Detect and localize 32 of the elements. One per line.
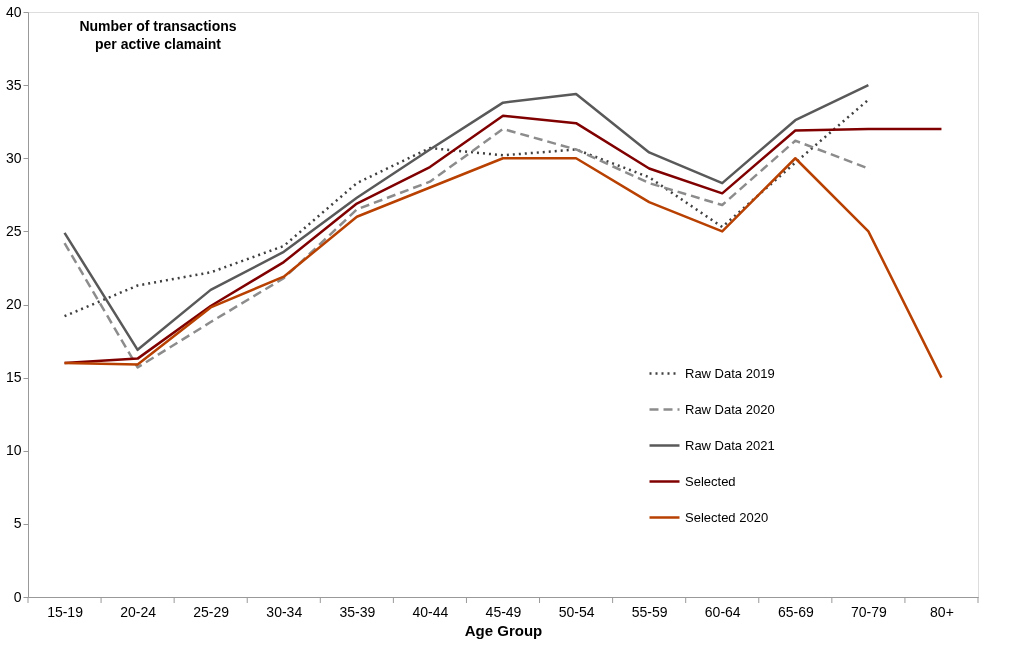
y-axis-title: Number of transactions per active clamaint xyxy=(79,18,237,52)
x-tick-label: 25-29 xyxy=(193,603,230,620)
x-tick-label: 30-34 xyxy=(266,603,303,620)
x-tick-label: 40-44 xyxy=(412,603,449,620)
y-tick-label: 10 xyxy=(5,442,22,459)
x-tick-label: 20-24 xyxy=(120,603,157,620)
x-tick-label: 60-64 xyxy=(704,603,741,620)
line-series xyxy=(63,98,870,318)
y-tick-label: 25 xyxy=(5,222,22,239)
y-tick-label: 30 xyxy=(5,149,22,166)
legend-label: Selected 2020 xyxy=(685,509,769,525)
x-tick-label: 70-79 xyxy=(850,603,887,620)
x-tick-label: 80+ xyxy=(930,603,954,620)
x-tick-label: 65-69 xyxy=(777,603,814,620)
legend-label: Raw Data 2021 xyxy=(685,437,775,453)
legend-label: Selected xyxy=(685,473,736,489)
y-tick-label: 35 xyxy=(5,76,22,93)
y-tick-label: 20 xyxy=(5,296,22,312)
x-tick-label: 35-39 xyxy=(339,603,376,620)
x-tick-label: 45-49 xyxy=(485,603,522,620)
line-series xyxy=(63,157,943,379)
legend-label: Raw Data 2019 xyxy=(685,365,775,381)
line-series xyxy=(63,83,870,352)
y-tick-label: 15 xyxy=(5,369,22,386)
x-tick-label: 55-59 xyxy=(631,603,668,620)
x-axis-title: Age Group xyxy=(464,621,543,639)
y-tick-label: 0 xyxy=(13,588,22,605)
y-tick-label: 5 xyxy=(13,515,22,532)
y-tick-label: 40 xyxy=(5,3,22,20)
x-tick-label: 15-19 xyxy=(47,603,84,620)
x-tick-label: 50-54 xyxy=(558,603,595,620)
legend-label: Raw Data 2020 xyxy=(685,401,775,417)
